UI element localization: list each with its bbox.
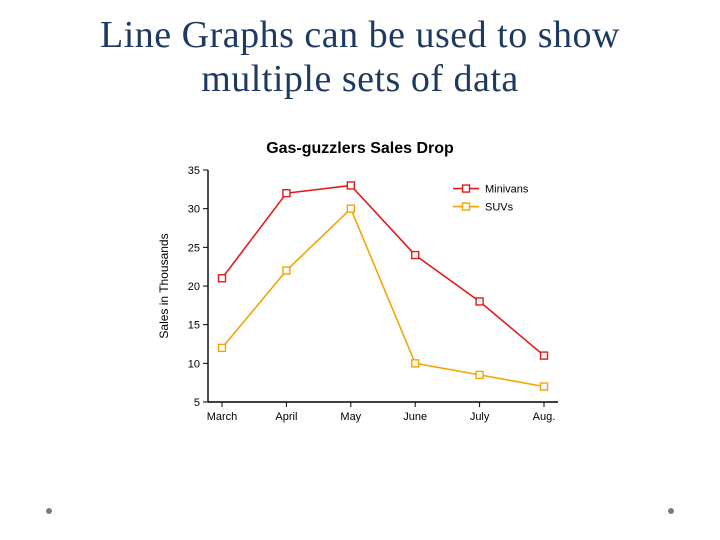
svg-text:25: 25	[188, 242, 200, 254]
svg-text:15: 15	[188, 320, 200, 332]
svg-text:Minivans: Minivans	[485, 184, 529, 196]
chart-svg: 5 10 15 20 25 30 35 March April May June July Aug. Sa…	[150, 162, 570, 432]
svg-text:March: March	[207, 411, 238, 423]
svg-text:SUVs: SUVs	[485, 202, 514, 214]
svg-text:35: 35	[188, 165, 200, 177]
svg-text:10: 10	[188, 358, 200, 370]
decorative-dot	[668, 508, 674, 514]
chart-title: Gas-guzzlers Sales Drop	[150, 140, 570, 158]
svg-text:July: July	[470, 411, 490, 423]
svg-text:June: June	[403, 411, 427, 423]
svg-text:May: May	[340, 411, 361, 423]
svg-text:30: 30	[188, 204, 200, 216]
sales-line-chart: Gas-guzzlers Sales Drop 5 10 15 20 25 30 35 Mar…	[150, 140, 570, 440]
page-title: Line Graphs can be used to show multiple…	[0, 0, 720, 101]
svg-text:5: 5	[194, 397, 200, 409]
svg-text:20: 20	[188, 281, 200, 293]
svg-text:Aug.: Aug.	[533, 411, 556, 423]
svg-text:April: April	[275, 411, 297, 423]
decorative-dot	[46, 508, 52, 514]
svg-text:Sales in Thousands: Sales in Thousands	[157, 233, 171, 338]
